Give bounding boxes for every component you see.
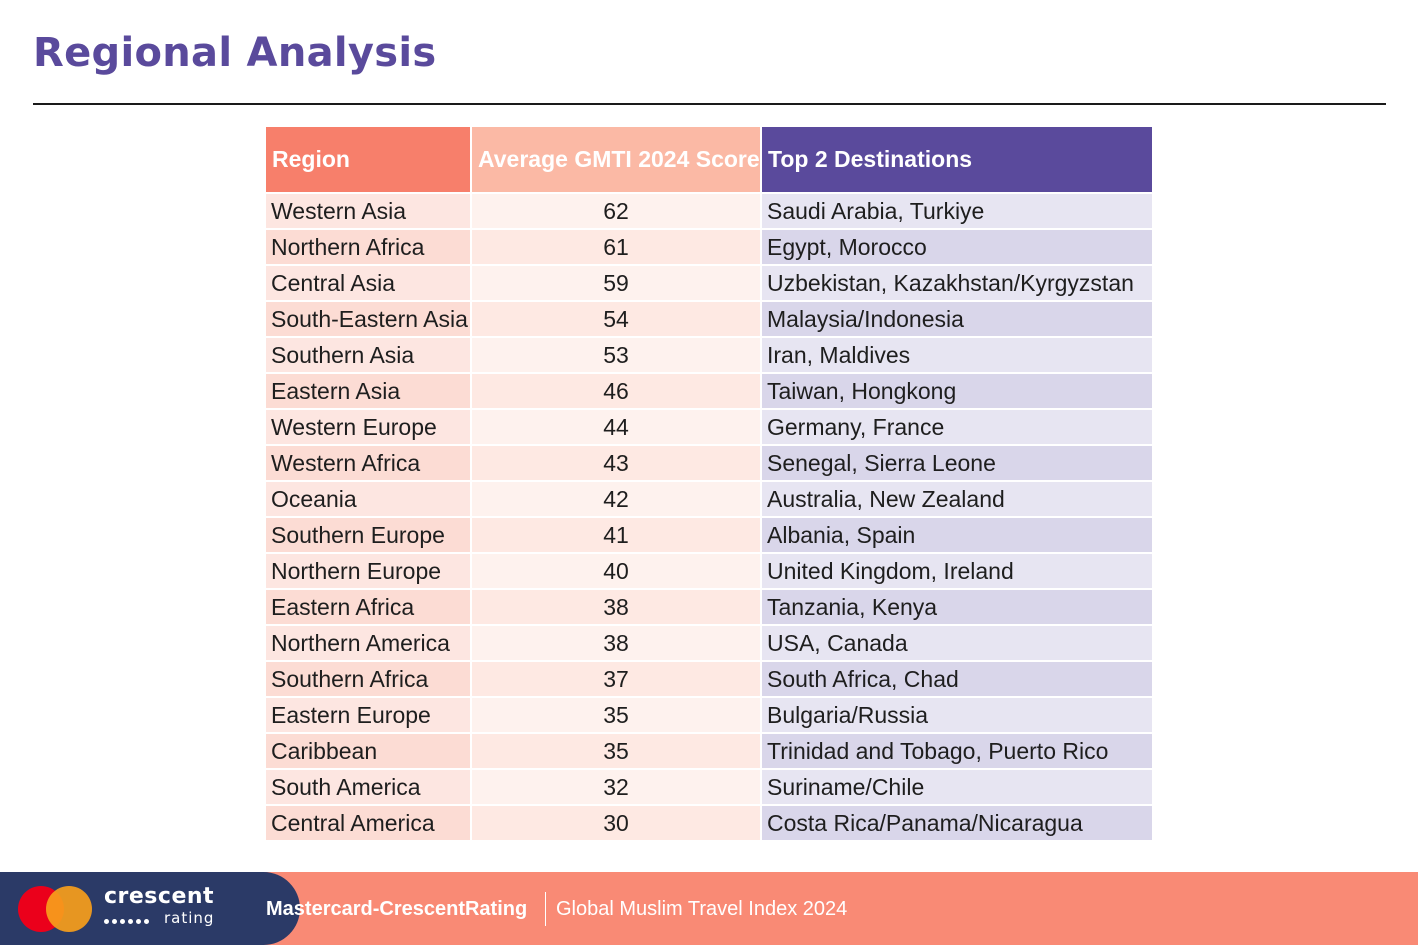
table-row: Eastern Asia 46 Taiwan, Hongkong (266, 372, 1152, 409)
table-body: Western Asia 62 Saudi Arabia, Turkiye North… (266, 192, 1152, 840)
region-cell: Southern Africa (266, 660, 472, 697)
region-cell: Eastern Africa (266, 588, 472, 625)
crescentrating-logo-icon (104, 919, 160, 925)
destinations-cell: Saudi Arabia, Turkiye (761, 192, 1152, 229)
regional-analysis-table: Region Average GMTI 2024 Score Top 2 Des… (266, 127, 1152, 840)
page-title: Regional Analysis (33, 30, 437, 76)
header-region: Region (266, 127, 471, 193)
region-cell: South-Eastern Asia (266, 300, 472, 337)
mastercard-logo-icon (18, 886, 92, 932)
score-cell: 35 (471, 732, 762, 769)
score-cell: 59 (471, 264, 762, 301)
destinations-cell: Tanzania, Kenya (761, 588, 1152, 625)
table-row: Western Asia 62 Saudi Arabia, Turkiye (266, 192, 1152, 229)
region-cell: Eastern Asia (266, 372, 472, 409)
footer-logo-block: crescent rating (0, 872, 300, 945)
score-cell: 35 (471, 696, 762, 733)
region-cell: Central Asia (266, 264, 472, 301)
score-cell: 30 (471, 804, 762, 840)
region-cell: Eastern Europe (266, 696, 472, 733)
destinations-cell: Trinidad and Tobago, Puerto Rico (761, 732, 1152, 769)
table-row: Eastern Europe 35 Bulgaria/Russia (266, 696, 1152, 733)
table-row: Central Asia 59 Uzbekistan, Kazakhstan/Kyr… (266, 264, 1152, 301)
region-cell: Southern Europe (266, 516, 472, 553)
footer-brand: Mastercard-CrescentRating (266, 898, 528, 920)
header-destinations: Top 2 Destinations (760, 127, 1152, 193)
destinations-cell: Bulgaria/Russia (761, 696, 1152, 733)
table-row: South America 32 Suriname/Chile (266, 768, 1152, 805)
destinations-cell: South Africa, Chad (761, 660, 1152, 697)
destinations-cell: Costa Rica/Panama/Nicaragua (761, 804, 1152, 840)
region-cell: Western Asia (266, 192, 472, 229)
region-cell: Northern Europe (266, 552, 472, 589)
table-row: Western Africa 43 Senegal, Sierra Leone (266, 444, 1152, 481)
destinations-cell: Australia, New Zealand (761, 480, 1152, 517)
table-row: Southern Africa 37 South Africa, Chad (266, 660, 1152, 697)
table-row: Northern Europe 40 United Kingdom, Ireland (266, 552, 1152, 589)
destinations-cell: Egypt, Morocco (761, 228, 1152, 265)
destinations-cell: Albania, Spain (761, 516, 1152, 553)
score-cell: 54 (471, 300, 762, 337)
table-row: Southern Asia 53 Iran, Maldives (266, 336, 1152, 373)
score-cell: 43 (471, 444, 762, 481)
table-row: Southern Europe 41 Albania, Spain (266, 516, 1152, 553)
region-cell: Southern Asia (266, 336, 472, 373)
destinations-cell: Germany, France (761, 408, 1152, 445)
destinations-cell: Senegal, Sierra Leone (761, 444, 1152, 481)
region-cell: Central America (266, 804, 472, 840)
region-cell: Oceania (266, 480, 472, 517)
table-row: Western Europe 44 Germany, France (266, 408, 1152, 445)
table-header-row: Region Average GMTI 2024 Score Top 2 Des… (266, 127, 1152, 193)
destinations-cell: Malaysia/Indonesia (761, 300, 1152, 337)
score-cell: 46 (471, 372, 762, 409)
region-cell: Northern America (266, 624, 472, 661)
table-row: South-Eastern Asia 54 Malaysia/Indonesia (266, 300, 1152, 337)
destinations-cell: Taiwan, Hongkong (761, 372, 1152, 409)
score-cell: 38 (471, 624, 762, 661)
destinations-cell: Suriname/Chile (761, 768, 1152, 805)
table-row: Northern America 38 USA, Canada (266, 624, 1152, 661)
region-cell: Caribbean (266, 732, 472, 769)
score-cell: 38 (471, 588, 762, 625)
destinations-cell: USA, Canada (761, 624, 1152, 661)
crescentrating-logo-sub: rating (164, 909, 215, 927)
score-cell: 61 (471, 228, 762, 265)
footer-report-title: Global Muslim Travel Index 2024 (556, 898, 848, 920)
table-row: Oceania 42 Australia, New Zealand (266, 480, 1152, 517)
region-cell: Northern Africa (266, 228, 472, 265)
score-cell: 62 (471, 192, 762, 229)
header-score: Average GMTI 2024 Score (470, 127, 761, 193)
region-cell: South America (266, 768, 472, 805)
title-divider (33, 103, 1386, 105)
destinations-cell: Iran, Maldives (761, 336, 1152, 373)
table-row: Northern Africa 61 Egypt, Morocco (266, 228, 1152, 265)
destinations-cell: Uzbekistan, Kazakhstan/Kyrgyzstan (761, 264, 1152, 301)
region-cell: Western Europe (266, 408, 472, 445)
table-row: Central America 30 Costa Rica/Panama/Nicar… (266, 804, 1152, 840)
score-cell: 44 (471, 408, 762, 445)
table-row: Eastern Africa 38 Tanzania, Kenya (266, 588, 1152, 625)
table-row: Caribbean 35 Trinidad and Tobago, Puerto R… (266, 732, 1152, 769)
score-cell: 42 (471, 480, 762, 517)
score-cell: 40 (471, 552, 762, 589)
footer-bar: crescent rating Mastercard-CrescentRatin… (0, 872, 1418, 945)
destinations-cell: United Kingdom, Ireland (761, 552, 1152, 589)
score-cell: 53 (471, 336, 762, 373)
region-cell: Western Africa (266, 444, 472, 481)
score-cell: 37 (471, 660, 762, 697)
score-cell: 41 (471, 516, 762, 553)
crescentrating-logo-word: crescent (104, 884, 215, 909)
footer-divider (545, 892, 546, 926)
score-cell: 32 (471, 768, 762, 805)
